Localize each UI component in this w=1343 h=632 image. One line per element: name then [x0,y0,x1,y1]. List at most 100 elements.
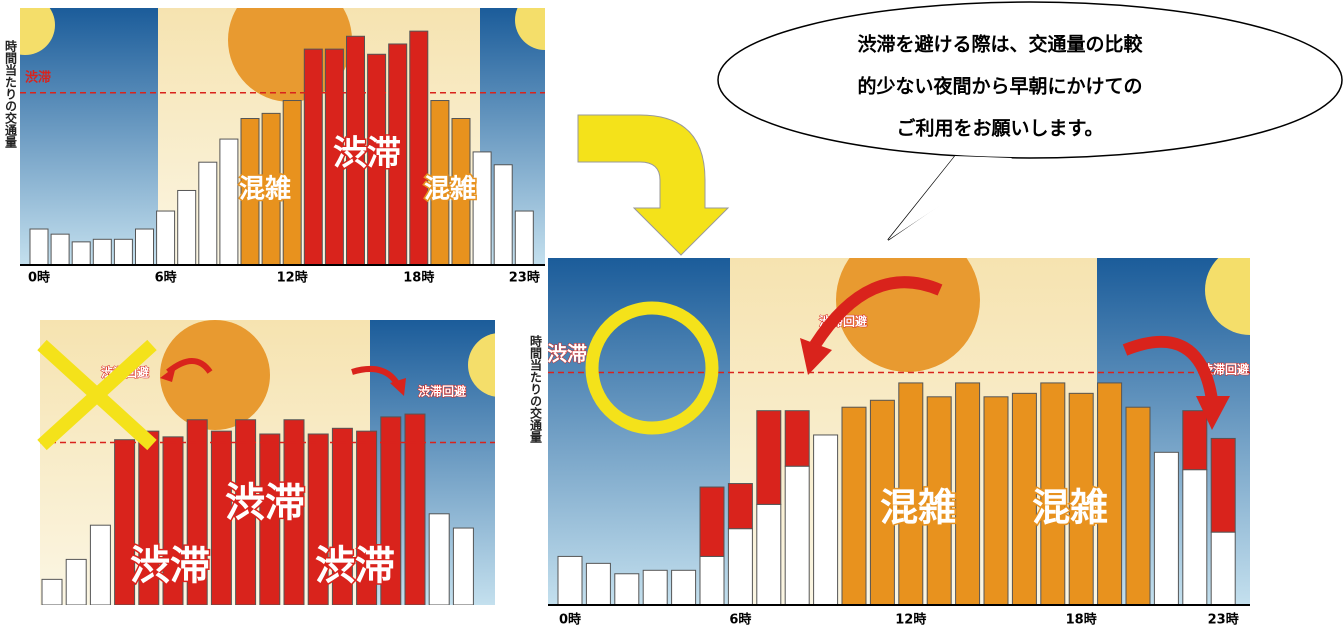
x-tick-label: 18時 [403,270,434,286]
plots: 渋滞混雑渋滞混雑0時6時12時18時23時時間当たりの交通量渋滞回避渋滞回避渋滞… [4,30,1250,628]
annotation: 渋滞回避 [418,384,466,399]
bar [428,513,450,605]
annotation: 渋滞 [25,70,51,86]
bar [409,30,429,265]
x-tick-label: 23時 [1208,612,1239,628]
bar [89,524,111,605]
annotation: 渋滞 [333,134,401,174]
bar [303,48,323,265]
bar [514,210,534,265]
bar [926,396,952,605]
y-axis-label: 時間当たりの交通量 [529,334,543,443]
bar [642,569,668,605]
annotation: 渋滞 [315,543,395,589]
bar [114,439,136,605]
bar [557,555,583,605]
decorations [37,1,1343,451]
shifted-bar [756,410,782,505]
bar [324,48,344,265]
callout-line: 的少ない夜間から早朝にかけての [857,75,1142,98]
bar [240,118,260,265]
bar [1182,469,1208,605]
bar [71,241,91,265]
annotation: 混雑 [239,174,291,205]
bar [404,413,426,605]
bar [156,210,176,265]
x-tick-label: 12時 [895,612,926,628]
bar [493,164,513,265]
bar [41,578,63,605]
bar [177,189,197,265]
bar [784,465,810,605]
bar [186,419,208,605]
bar [210,430,232,605]
bar [356,430,378,605]
x-tick-label: 18時 [1066,612,1097,628]
shifted-bar [784,410,810,467]
x-tick-label: 0時 [559,612,581,628]
bar [756,503,782,605]
bar [699,555,725,605]
bar [585,562,611,605]
bar [1040,382,1066,605]
shifted-bar [1210,437,1236,533]
bar [261,112,281,265]
annotation: 混雑 [424,174,476,205]
bar [898,382,924,605]
bar [1097,382,1123,605]
bar [380,416,402,605]
bar [138,430,160,605]
bar [388,43,408,265]
bar [727,528,753,605]
bar [283,419,305,605]
callout-line: ご利用をお願いします。 [896,117,1103,140]
bar [92,238,112,265]
bar [671,569,697,605]
bar [813,434,839,605]
x-tick-label: 23時 [509,270,540,286]
annotation: 混雑 [880,486,956,530]
callout: 渋滞を避ける際は、交通量の比較的少ない夜間から早朝にかけてのご利用をお願いします… [857,33,1143,140]
shifted-bar [1182,410,1208,471]
bar-chart: 渋滞回避渋滞回避渋滞渋滞渋滞 [40,364,495,605]
annotation: 渋滞回避 [1201,362,1249,377]
bar [1210,531,1236,605]
bar [841,406,867,605]
bar [983,396,1009,605]
bar [331,427,353,605]
bar [1125,406,1151,605]
annotation: 渋滞 [547,342,587,366]
bar [367,53,387,265]
shifted-bar [699,486,725,557]
bar [162,436,184,605]
annotation: 渋滞 [130,543,210,589]
callout-line: 渋滞を避ける際は、交通量の比較 [857,33,1143,56]
bar [65,558,87,605]
bar [259,433,281,605]
bar [219,138,239,265]
bar [955,382,981,605]
bar [1153,451,1179,605]
bar [869,399,895,605]
annotation: 混雑 [1032,486,1108,530]
bar [452,527,474,605]
bar [198,161,218,265]
bar [113,238,133,265]
bar [235,419,257,605]
bar [50,233,70,265]
x-tick-label: 6時 [155,270,177,286]
bar [614,573,640,605]
bar [135,228,154,265]
y-axis-label: 時間当たりの交通量 [4,39,18,148]
bar [451,118,471,265]
x-tick-label: 6時 [729,612,751,628]
bar [307,433,329,605]
bar [29,228,49,265]
bar [472,151,492,265]
annotation: 渋滞 [225,480,305,526]
x-tick-label: 0時 [28,270,50,286]
x-tick-label: 12時 [277,270,308,286]
